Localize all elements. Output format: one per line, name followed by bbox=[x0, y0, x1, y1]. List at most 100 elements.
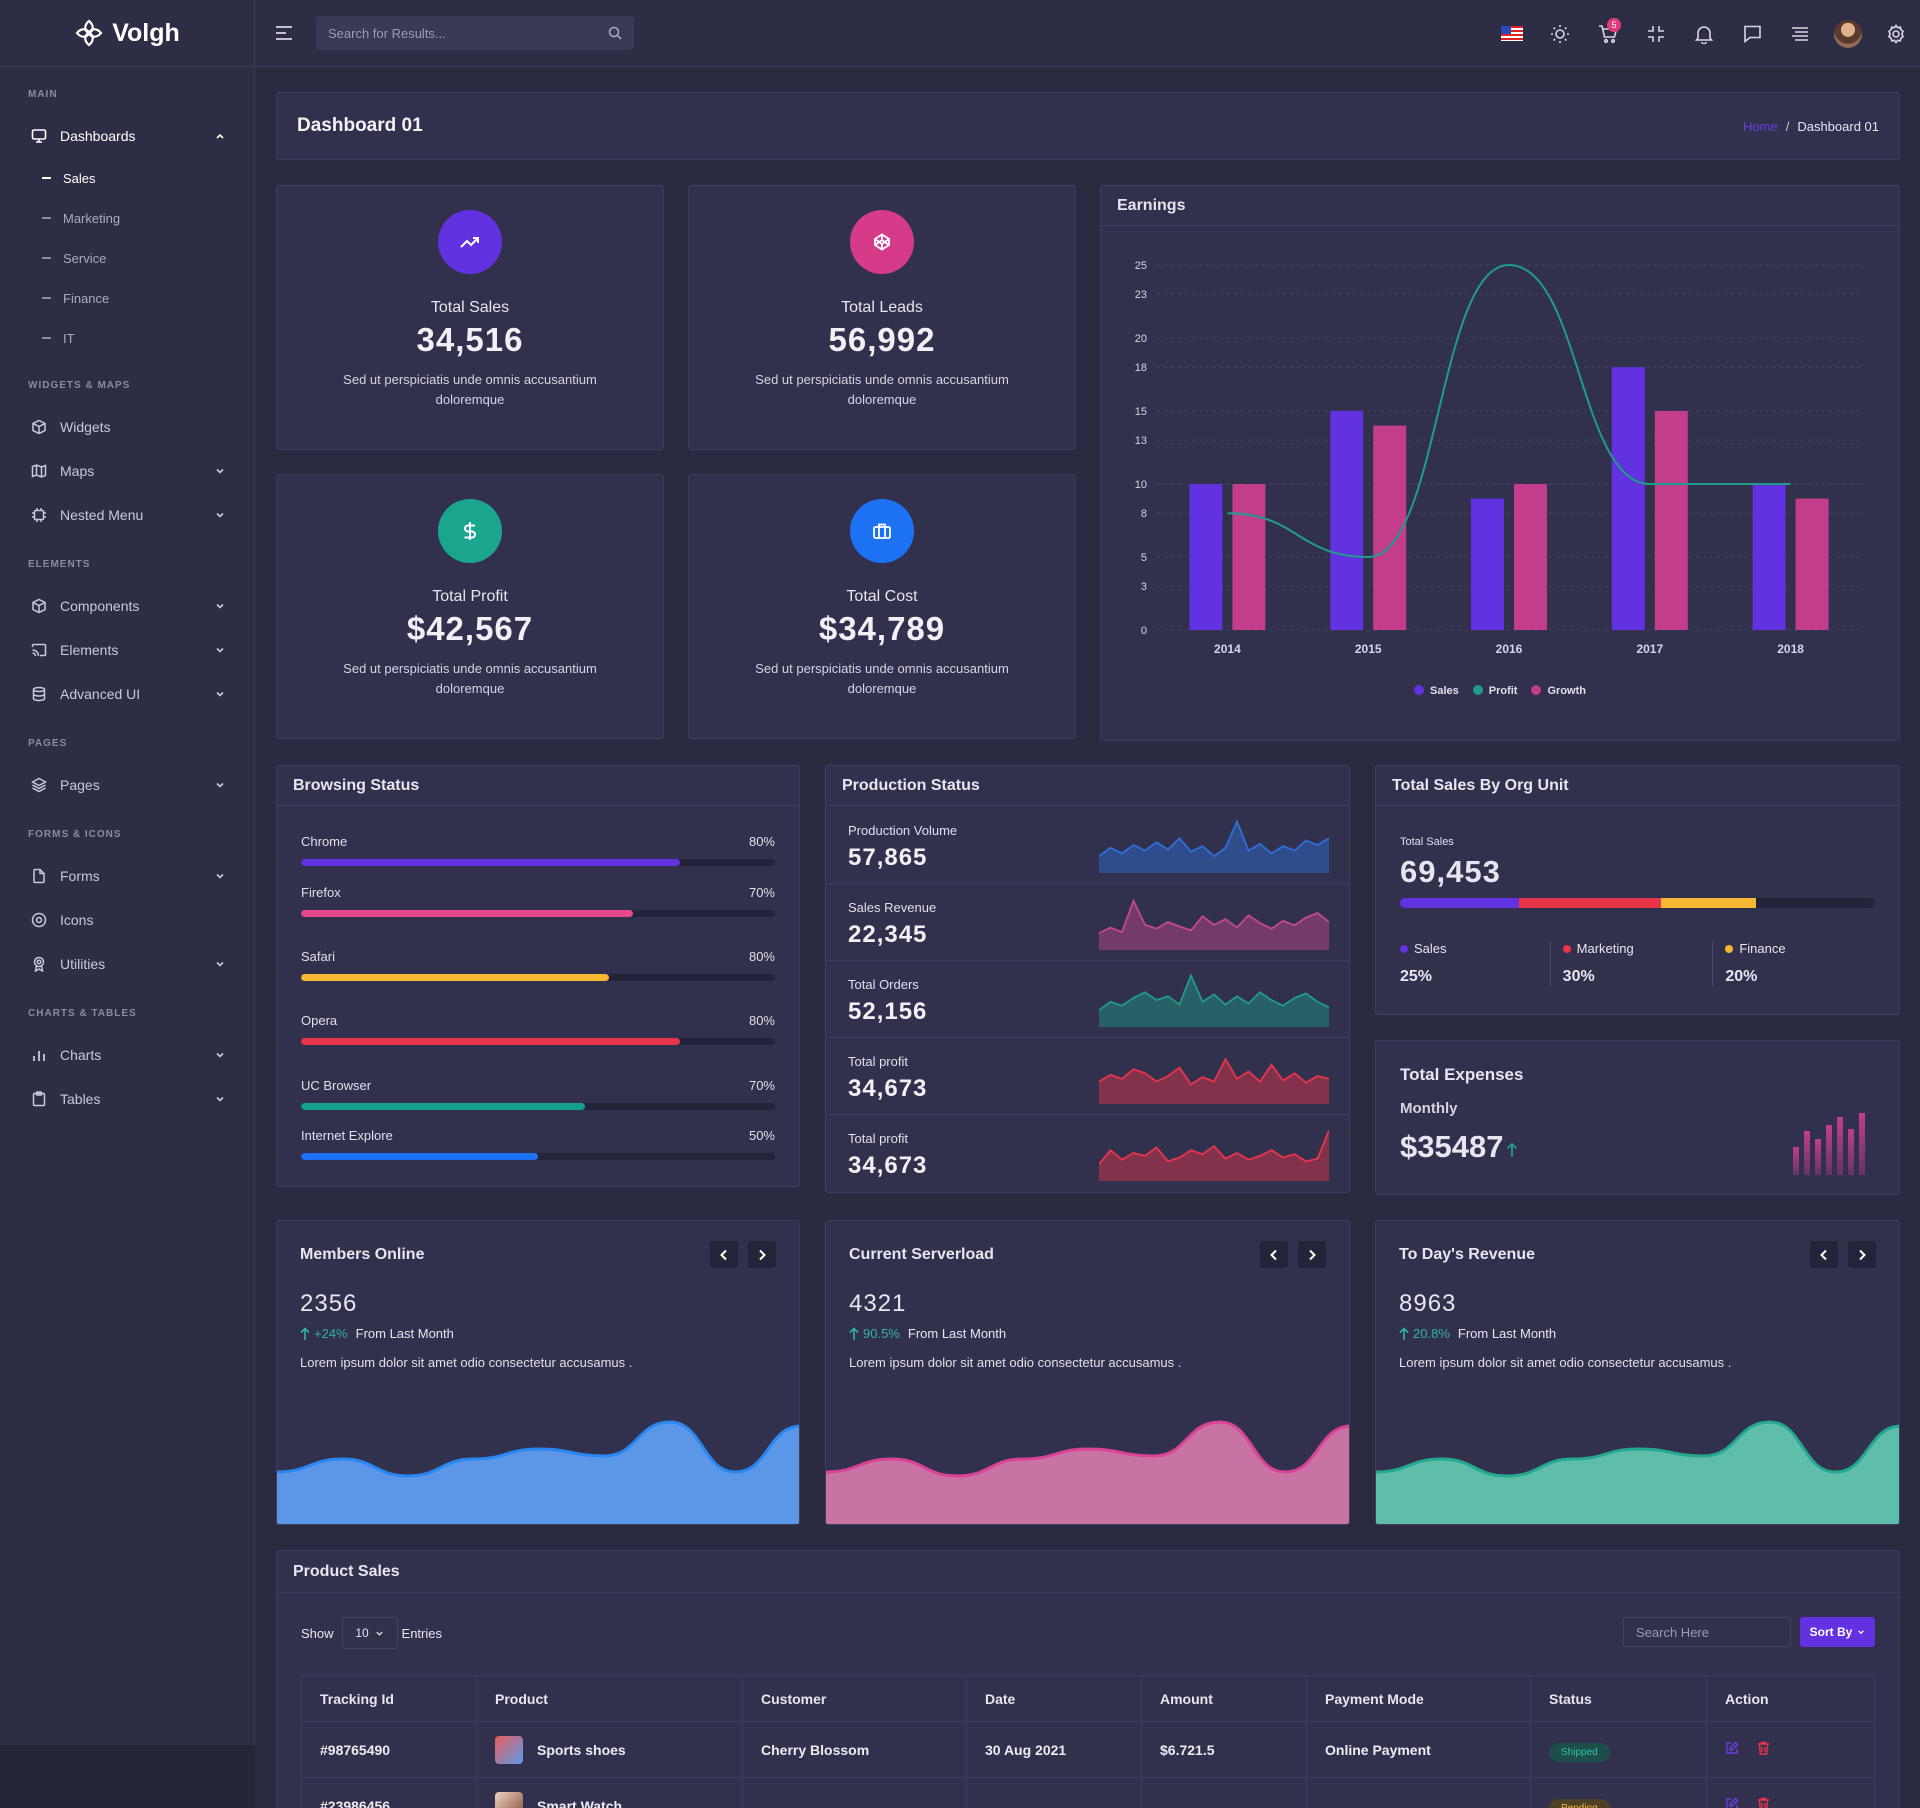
edit-icon[interactable] bbox=[1725, 1741, 1739, 1755]
sidebar-subitem-marketing[interactable]: Marketing bbox=[0, 198, 254, 238]
tracking-id: #98765490 bbox=[301, 1721, 477, 1778]
sidebar-item-label: Advanced UI bbox=[60, 686, 141, 702]
org-legend: Sales 25% Marketing 30% Finance 20% bbox=[1400, 941, 1875, 986]
sidebar-item-charts[interactable]: Charts bbox=[0, 1033, 254, 1077]
sidebar-item-tables[interactable]: Tables bbox=[0, 1077, 254, 1121]
sidebar-item-icons[interactable]: Icons bbox=[0, 898, 254, 942]
chevron-right-icon bbox=[1309, 1249, 1316, 1260]
breadcrumb-home[interactable]: Home bbox=[1743, 118, 1778, 134]
trash-icon[interactable] bbox=[1757, 1797, 1770, 1808]
sidebar-item-components[interactable]: Components bbox=[0, 584, 254, 628]
prev-button[interactable] bbox=[710, 1241, 738, 1268]
browsing-status-card: Browsing Status Chrome 80% Firefox 70% Saf… bbox=[276, 765, 800, 1187]
legend-label: Growth bbox=[1547, 685, 1586, 697]
sort-by-button[interactable]: Sort By bbox=[1800, 1617, 1875, 1647]
settings-button[interactable] bbox=[1872, 10, 1920, 58]
stat-title: Total Cost bbox=[846, 588, 918, 605]
payment-mode bbox=[1306, 1777, 1531, 1808]
arrow-up-icon bbox=[1507, 1142, 1518, 1157]
sidebar-subitem-service[interactable]: Service bbox=[0, 238, 254, 278]
sidebar-item-elements[interactable]: Elements bbox=[0, 628, 254, 672]
map-icon bbox=[30, 462, 48, 480]
search-input[interactable]: Search for Results... bbox=[316, 16, 634, 50]
table-search-input[interactable]: Search Here bbox=[1623, 1617, 1791, 1647]
area-chart bbox=[1376, 1420, 1899, 1524]
briefcase-icon bbox=[850, 499, 914, 563]
sidebar-item-forms[interactable]: Forms bbox=[0, 854, 254, 898]
chevron-down-icon bbox=[216, 1052, 224, 1058]
legend-item-sales[interactable]: Sales bbox=[1414, 685, 1459, 697]
right-sidebar-button[interactable] bbox=[1776, 10, 1824, 58]
legend-item-profit[interactable]: Profit bbox=[1472, 685, 1518, 697]
chevron-down-icon bbox=[216, 603, 224, 609]
mini-description: Lorem ipsum dolor sit amet odio consecte… bbox=[849, 1355, 1182, 1370]
progress-track bbox=[301, 1103, 775, 1110]
sparkline-area bbox=[1099, 1059, 1329, 1104]
cart-button[interactable]: 5 bbox=[1584, 10, 1632, 58]
column-header[interactable]: Date bbox=[966, 1675, 1142, 1722]
column-header[interactable]: Tracking Id bbox=[301, 1675, 477, 1722]
progress-fill bbox=[301, 859, 681, 866]
column-header[interactable]: Product bbox=[476, 1675, 743, 1722]
sidebar-section-charts: CHARTS & TABLES bbox=[28, 1008, 137, 1019]
expenses-period: Monthly bbox=[1400, 1100, 1458, 1117]
entries-select[interactable]: 10 bbox=[341, 1617, 398, 1649]
next-button[interactable] bbox=[1298, 1241, 1326, 1268]
sidebar-footer bbox=[0, 1745, 255, 1808]
bar-sales bbox=[1471, 498, 1504, 630]
progress-track bbox=[301, 974, 775, 981]
column-header[interactable]: Payment Mode bbox=[1306, 1675, 1531, 1722]
edit-icon[interactable] bbox=[1725, 1797, 1739, 1808]
sparkline bbox=[1099, 973, 1329, 1027]
profile-button[interactable] bbox=[1824, 10, 1872, 58]
org-segment-pct: 30% bbox=[1562, 968, 1595, 985]
browser-percent: 50% bbox=[748, 1128, 775, 1143]
sidebar-subitem-it[interactable]: IT bbox=[0, 318, 254, 358]
language-button[interactable] bbox=[1488, 10, 1536, 58]
column-header[interactable]: Status bbox=[1530, 1675, 1707, 1722]
next-button[interactable] bbox=[1848, 1241, 1876, 1268]
y-tick-label: 10 bbox=[1135, 479, 1147, 491]
sidebar-subitem-sales[interactable]: Sales bbox=[0, 158, 254, 198]
search-icon[interactable] bbox=[608, 26, 622, 40]
sidebar-item-dashboards[interactable]: Dashboards bbox=[0, 114, 254, 158]
legend-item-growth[interactable]: Growth bbox=[1531, 685, 1586, 697]
menu-toggle-icon[interactable] bbox=[275, 26, 293, 40]
sidebar-subitem-finance[interactable]: Finance bbox=[0, 278, 254, 318]
sidebar-section-elements: ELEMENTS bbox=[28, 559, 91, 570]
browser-name: Internet Explore bbox=[301, 1128, 393, 1143]
y-tick-label: 13 bbox=[1135, 435, 1147, 447]
earnings-chart: 0 3 5 8 10 13 15 18 20 23 25 2014 2015 2016 2017 2018 bbox=[1135, 260, 1861, 656]
messages-button[interactable] bbox=[1728, 10, 1776, 58]
dollar-icon bbox=[438, 499, 502, 563]
prev-button[interactable] bbox=[1260, 1241, 1288, 1268]
browser-name: Chrome bbox=[301, 834, 348, 849]
x-tick-label: 2014 bbox=[1214, 642, 1241, 656]
area-line bbox=[1376, 1420, 1899, 1478]
sidebar-item-pages[interactable]: Pages bbox=[0, 763, 254, 807]
trash-icon[interactable] bbox=[1757, 1741, 1770, 1755]
column-header[interactable]: Action bbox=[1706, 1675, 1875, 1722]
logo[interactable]: Volgh bbox=[0, 0, 254, 67]
prev-button[interactable] bbox=[1810, 1241, 1838, 1268]
layers-icon bbox=[30, 776, 48, 794]
theme-toggle-button[interactable] bbox=[1536, 10, 1584, 58]
column-header[interactable]: Amount bbox=[1141, 1675, 1307, 1722]
legend-label: Profit bbox=[1488, 685, 1518, 697]
sidebar-item-advanced-ui[interactable]: Advanced UI bbox=[0, 672, 254, 716]
sidebar-item-widgets[interactable]: Widgets bbox=[0, 405, 254, 449]
notifications-button[interactable] bbox=[1680, 10, 1728, 58]
fullscreen-button[interactable] bbox=[1632, 10, 1680, 58]
sidebar-item-utilities[interactable]: Utilities bbox=[0, 942, 254, 986]
sidebar-item-nested-menu[interactable]: Nested Menu bbox=[0, 493, 254, 537]
bar-sales bbox=[1752, 484, 1786, 630]
production-value: 57,865 bbox=[848, 844, 928, 871]
sidebar-item-maps[interactable]: Maps bbox=[0, 449, 254, 493]
stat-description: Sed ut perspiciatis unde omnis accusanti… bbox=[343, 372, 597, 407]
expenses-value: $35487 bbox=[1400, 1129, 1504, 1164]
expenses-value-row: $35487 bbox=[1400, 1129, 1518, 1165]
column-header[interactable]: Customer bbox=[742, 1675, 967, 1722]
sun-icon bbox=[1551, 24, 1569, 43]
progress-track bbox=[301, 1038, 775, 1045]
next-button[interactable] bbox=[748, 1241, 776, 1268]
